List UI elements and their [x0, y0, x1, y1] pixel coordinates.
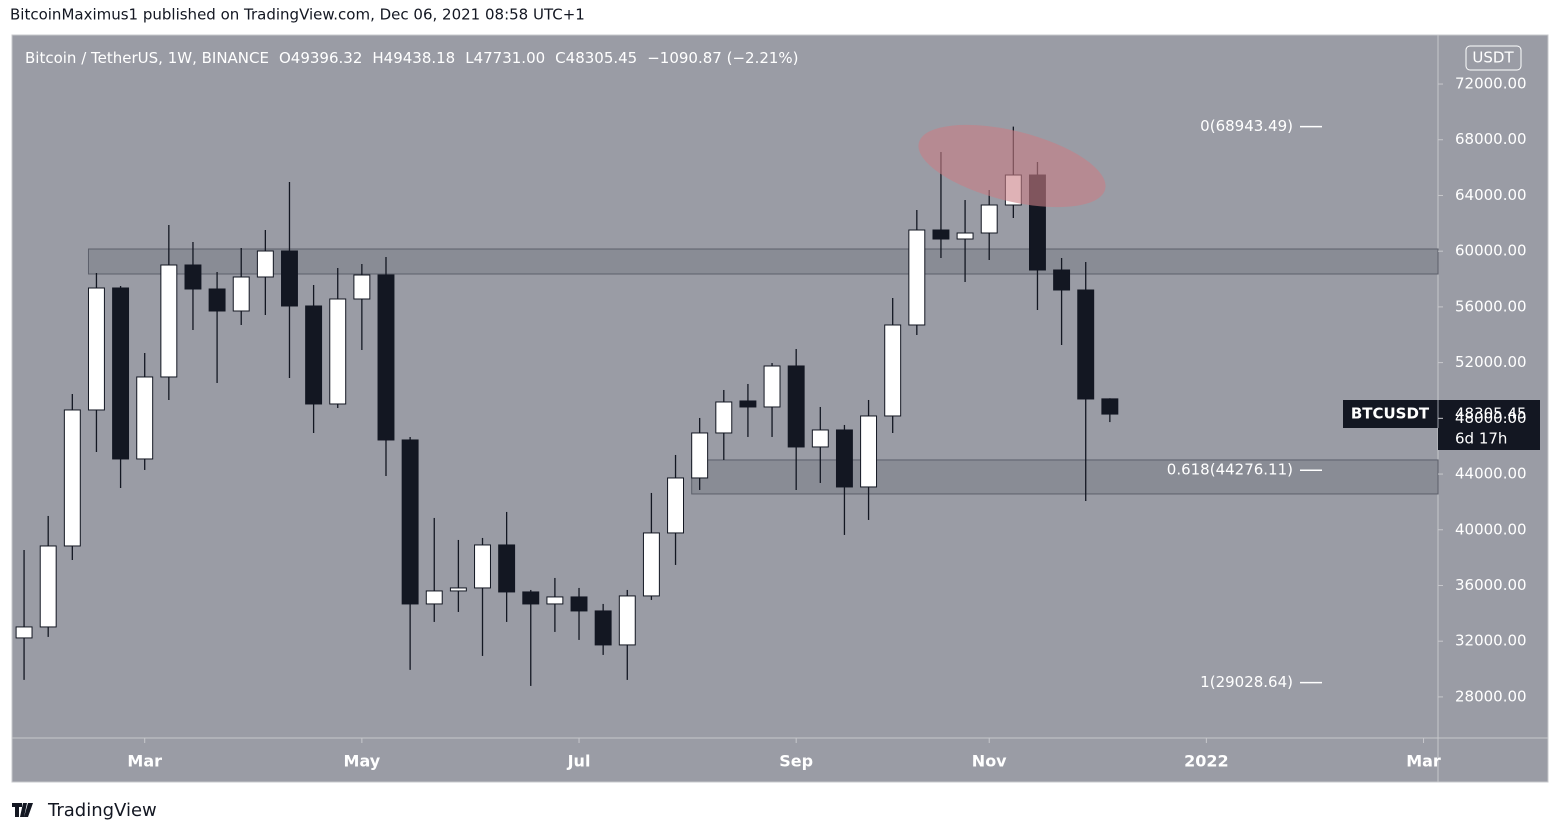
x-tick-label: Mar	[1406, 752, 1441, 771]
currency: USDT	[1472, 49, 1514, 67]
candle-body	[232, 276, 250, 312]
currency-box[interactable]	[1465, 45, 1522, 71]
price-tag	[1343, 400, 1540, 428]
candle-body	[835, 429, 853, 488]
candle-body	[329, 298, 347, 405]
candle-body	[401, 439, 419, 605]
countdown-tag	[1438, 428, 1540, 450]
candle-body	[787, 365, 805, 448]
highlight-ellipse	[918, 124, 1106, 208]
candle-body	[860, 415, 878, 488]
footer-brand: TradingView	[47, 800, 157, 821]
candle-body	[112, 287, 130, 460]
candle-body	[667, 477, 684, 534]
price-tag-symbol: BTCUSDT	[1351, 405, 1430, 423]
candle-body	[980, 204, 998, 234]
y-tick-label: 60000.00	[1455, 242, 1527, 260]
candle-body	[425, 590, 443, 605]
candle-body	[715, 401, 733, 434]
candle-body	[594, 610, 612, 646]
candle-body	[932, 229, 950, 240]
price-tag-countdown: 6d 17h	[1455, 430, 1507, 448]
y-tick-label: 52000.00	[1455, 353, 1527, 371]
candle-body	[136, 376, 154, 460]
candle-body	[642, 532, 660, 597]
candle-body	[908, 229, 926, 326]
candle-body	[1053, 269, 1071, 291]
candle-body	[256, 250, 274, 278]
candle-body	[15, 626, 33, 639]
candle-body	[763, 365, 781, 408]
candle-body	[570, 596, 588, 612]
candle-body	[811, 429, 829, 448]
candle-body	[956, 232, 974, 240]
candle-body	[305, 305, 323, 405]
y-tick-label: 68000.00	[1455, 130, 1527, 148]
candle-body	[63, 409, 81, 547]
y-tick-label: 72000.00	[1455, 75, 1527, 93]
y-tick-label: 36000.00	[1455, 576, 1527, 594]
tradingview-logo: TradingView	[12, 800, 157, 821]
y-tick-label: 28000.00	[1455, 687, 1527, 705]
x-tick-label: Sep	[779, 752, 813, 771]
candle-body	[281, 250, 298, 307]
candle-body	[87, 287, 105, 411]
publish-line: BitcoinMaximus1 published on TradingView…	[10, 6, 585, 24]
fib-label: 0.618(44276.11)	[1167, 461, 1293, 479]
candle-body	[739, 400, 757, 408]
legend-title: Bitcoin / TetherUS, 1W, BINANCE O49396.32…	[25, 49, 799, 67]
candle-body	[884, 324, 902, 417]
candle-body	[691, 432, 709, 479]
candle-body	[1077, 289, 1095, 400]
candle-body	[39, 545, 57, 628]
candle-body	[1101, 398, 1119, 415]
candle-body	[618, 595, 636, 646]
chart-frame	[11, 34, 1549, 783]
fib-label: 1(29028.64)	[1200, 673, 1293, 691]
y-tick-label: 64000.00	[1455, 186, 1527, 204]
candle-body	[184, 264, 202, 290]
candle-body	[522, 591, 540, 605]
x-tick-label: Jul	[567, 752, 591, 771]
fib-label: 0(68943.49)	[1200, 117, 1293, 135]
zone	[691, 459, 1439, 495]
y-tick-label: 32000.00	[1455, 632, 1527, 650]
x-tick-label: Nov	[972, 752, 1007, 771]
candle-body	[377, 274, 395, 441]
candle-body	[498, 544, 516, 593]
x-tick-label: May	[344, 752, 381, 771]
candle-body	[353, 274, 371, 300]
candle-body	[208, 288, 226, 312]
y-tick-label: 40000.00	[1455, 520, 1527, 538]
candle-body	[546, 596, 564, 605]
ohlc-legend: Bitcoin / TetherUS, 1W, BINANCE O49396.32…	[25, 49, 799, 67]
x-tick-label: 2022	[1184, 752, 1229, 771]
y-tick-label: 56000.00	[1455, 297, 1527, 315]
price-tag-price: 48305.45	[1455, 405, 1527, 423]
candle-body	[160, 264, 178, 378]
y-tick-label: 44000.00	[1455, 465, 1527, 483]
y-tick-label: 48000.00	[1455, 409, 1527, 427]
zone	[87, 248, 1439, 275]
x-tick-label: Mar	[127, 752, 162, 771]
candle-body	[474, 544, 491, 589]
candle-body	[449, 587, 467, 592]
